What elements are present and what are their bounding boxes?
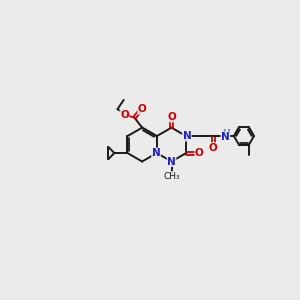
- Text: O: O: [120, 110, 129, 119]
- Text: N: N: [167, 157, 176, 166]
- Text: O: O: [195, 148, 204, 158]
- Text: CH₃: CH₃: [163, 172, 180, 181]
- Text: H: H: [222, 128, 229, 137]
- Text: O: O: [209, 143, 218, 153]
- Text: N: N: [183, 131, 191, 141]
- Text: O: O: [138, 104, 146, 114]
- Text: O: O: [168, 112, 177, 122]
- Text: N: N: [152, 148, 161, 158]
- Text: N: N: [221, 132, 230, 142]
